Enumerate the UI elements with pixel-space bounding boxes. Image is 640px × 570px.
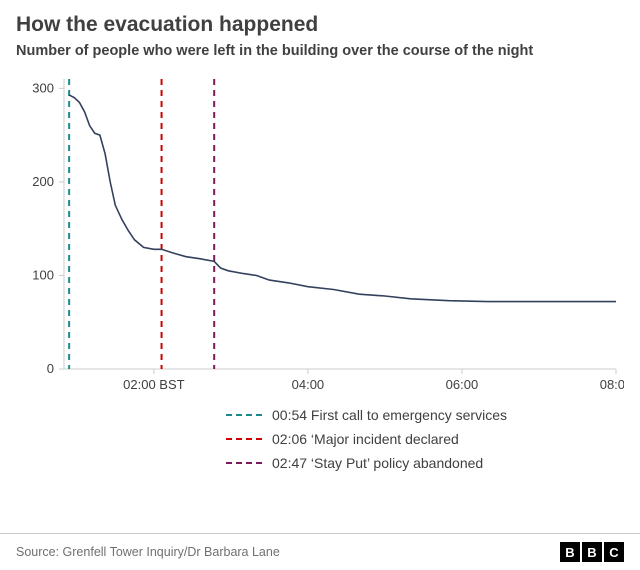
svg-text:200: 200 [32,174,54,189]
legend-dash-icon [226,432,262,446]
chart-area: 0 100 200 300 02:00 BST 04:00 06:00 08:00 [16,69,624,399]
bbc-logo-box: B [582,542,602,562]
bbc-logo-box: C [604,542,624,562]
svg-text:300: 300 [32,81,54,96]
legend-dash-icon [226,408,262,422]
legend-item: 02:47 ‘Stay Put’ policy abandoned [226,455,624,471]
svg-text:06:00: 06:00 [446,377,479,392]
legend-dash-icon [226,456,262,470]
chart-title: How the evacuation happened [16,12,624,37]
source-text: Source: Grenfell Tower Inquiry/Dr Barbar… [16,545,280,559]
legend-label: 00:54 First call to emergency services [272,407,507,423]
legend-label: 02:47 ‘Stay Put’ policy abandoned [272,455,483,471]
svg-text:100: 100 [32,268,54,283]
bbc-logo-box: B [560,542,580,562]
chart-subtitle: Number of people who were left in the bu… [16,43,624,59]
legend: 00:54 First call to emergency services 02… [226,407,624,471]
bbc-logo: BBC [560,542,624,562]
svg-text:08:00: 08:00 [600,377,624,392]
legend-item: 00:54 First call to emergency services [226,407,624,423]
svg-text:04:00: 04:00 [292,377,325,392]
legend-item: 02:06 ‘Major incident declared [226,431,624,447]
footer: Source: Grenfell Tower Inquiry/Dr Barbar… [0,533,640,570]
svg-text:0: 0 [47,361,54,376]
line-chart: 0 100 200 300 02:00 BST 04:00 06:00 08:00 [16,69,624,399]
legend-label: 02:06 ‘Major incident declared [272,431,459,447]
svg-text:02:00 BST: 02:00 BST [123,377,184,392]
